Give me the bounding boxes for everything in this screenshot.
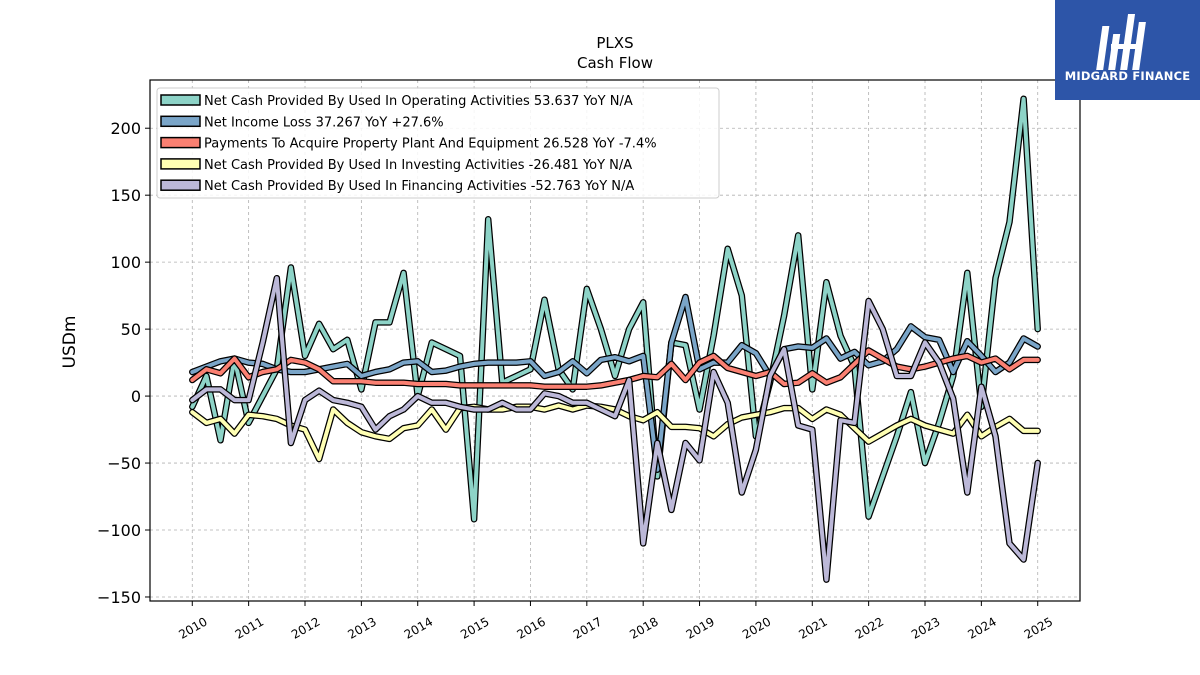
x-tick-label: 2017 xyxy=(571,614,604,641)
y-tick-label: −150 xyxy=(97,588,141,607)
x-tick-label: 2015 xyxy=(458,614,491,641)
y-tick-label: 0 xyxy=(131,387,141,406)
x-tick-label: 2022 xyxy=(853,614,886,641)
x-tick-label: 2021 xyxy=(796,614,829,641)
legend-entry-3: Net Cash Provided By Used In Investing A… xyxy=(204,158,632,173)
plot-frame xyxy=(149,79,1081,602)
x-tick-label: 2019 xyxy=(684,614,717,641)
brand-name: MIDGARD FINANCE xyxy=(1064,69,1191,83)
x-tick-label: 2018 xyxy=(627,614,660,641)
y-axis-label: USDm xyxy=(60,316,80,369)
x-tick-label: 2025 xyxy=(1022,614,1055,641)
legend-swatch-4 xyxy=(160,179,201,191)
legend-swatch-1 xyxy=(160,115,201,128)
y-tick-label: 100 xyxy=(110,253,141,272)
legend-entry-4: Net Cash Provided By Used In Financing A… xyxy=(204,179,634,194)
series-line-4 xyxy=(190,276,1040,582)
x-tick-label: 2016 xyxy=(515,614,548,641)
legend-box xyxy=(156,87,720,199)
x-tick-label: 2014 xyxy=(402,614,435,641)
legend-entry-1: Net Income Loss 37.267 YoY +27.6% xyxy=(204,115,444,130)
legend-entry-2: Payments To Acquire Property Plant And E… xyxy=(204,137,657,152)
legend-swatch-2 xyxy=(160,136,201,149)
y-tick-label: −50 xyxy=(107,454,141,473)
x-tick-label: 2024 xyxy=(965,614,998,641)
y-tick-label: 150 xyxy=(110,186,141,205)
series-lines xyxy=(189,95,1041,583)
y-tick-label: 200 xyxy=(110,119,141,138)
chart-title: PLXS xyxy=(596,34,633,52)
legend: Net Cash Provided By Used In Operating A… xyxy=(156,87,720,199)
x-tick-label: 2012 xyxy=(289,614,322,641)
y-tick-label: −100 xyxy=(97,521,141,540)
series-line-1 xyxy=(190,295,1040,472)
y-tick-label: 50 xyxy=(121,320,141,339)
x-tick-label: 2020 xyxy=(740,614,773,641)
x-tick-label: 2023 xyxy=(909,614,942,641)
legend-swatch-3 xyxy=(160,158,201,170)
x-tick-label: 2013 xyxy=(345,614,378,641)
legend-entry-0: Net Cash Provided By Used In Operating A… xyxy=(204,94,633,109)
chart-subtitle: Cash Flow xyxy=(577,54,653,72)
legend-swatch-0 xyxy=(160,94,201,106)
brand-logo: MIDGARD FINANCE xyxy=(1055,0,1200,100)
x-tick-label: 2010 xyxy=(176,614,209,641)
series-line-0 xyxy=(190,96,1040,522)
brand-logo-icon xyxy=(1096,14,1146,70)
x-tick-label: 2011 xyxy=(233,614,266,641)
